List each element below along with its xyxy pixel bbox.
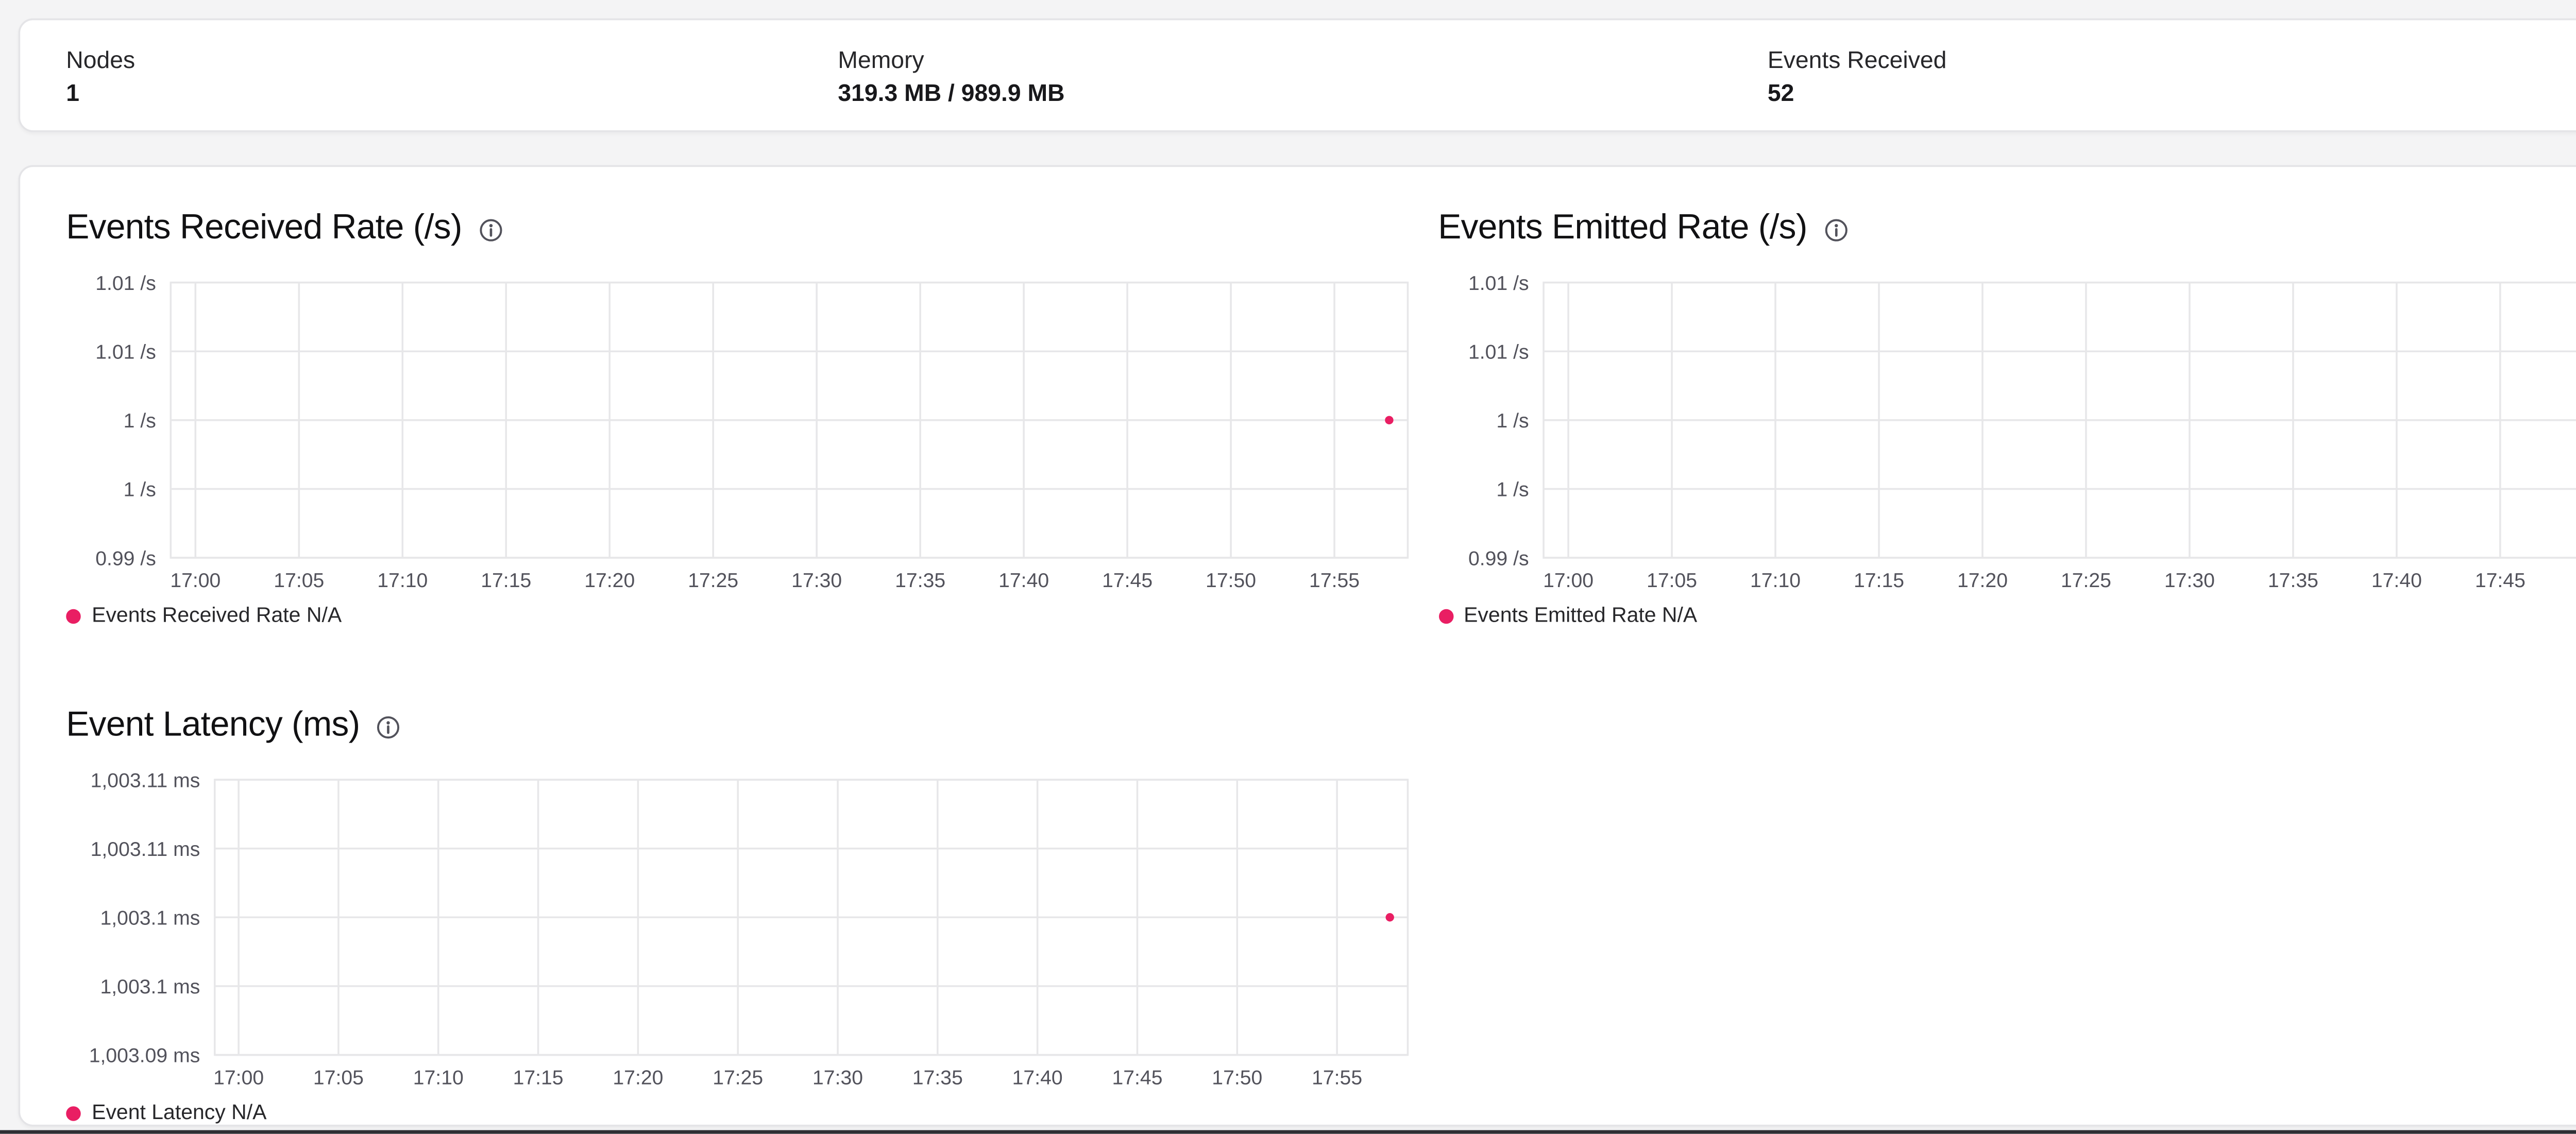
x-tick-label: 17:50 [1206, 570, 1256, 592]
legend-dot-icon [66, 609, 81, 624]
x-tick-label: 17:45 [1102, 570, 1153, 592]
x-tick-label: 17:00 [170, 570, 221, 592]
stat-memory: Memory 319.3 MB / 989.9 MB [838, 45, 1064, 106]
legend-label: Events Received Rate N/A [92, 605, 342, 628]
chart-header: Event Latency (ms) [66, 705, 1438, 749]
chart-title: Event Latency (ms) [66, 706, 360, 745]
plot-border [1541, 281, 2576, 559]
stat-label: Memory [838, 45, 924, 73]
y-tick-label: 1,003.1 ms [100, 976, 200, 998]
plot-border [214, 779, 1409, 1056]
x-tick-label: 17:05 [1646, 570, 1696, 592]
info-circle-icon[interactable] [479, 218, 502, 242]
legend-dot-icon [66, 1106, 81, 1121]
x-tick-label: 17:05 [313, 1067, 364, 1089]
x-tick-label: 17:35 [2267, 570, 2317, 592]
x-tick-label: 17:30 [791, 570, 842, 592]
info-circle-icon[interactable] [1824, 218, 1848, 242]
stat-value: 319.3 MB / 989.9 MB [838, 78, 1065, 106]
x-tick-label: 17:15 [513, 1067, 564, 1089]
legend-label: Event Latency N/A [92, 1103, 267, 1125]
y-tick-label: 1,003.1 ms [100, 907, 200, 930]
x-tick-label: 17:10 [413, 1067, 464, 1089]
x-tick-label: 17:40 [998, 570, 1049, 592]
x-tick-label: 17:35 [895, 570, 945, 592]
y-tick-label: 1,003.09 ms [89, 1045, 200, 1067]
y-tick-label: 1.01 /s [1467, 341, 1528, 363]
x-tick-label: 17:40 [2370, 570, 2421, 592]
chart-canvas[interactable]: 1.01 /s 1.01 /s 1 /s 1 /s 0.99 /s 17:00 17:05 1… [66, 272, 1410, 594]
stat-events-received: Events Received 52 [1768, 45, 1947, 106]
data-point [1385, 913, 1394, 922]
y-tick-label: 1,003.11 ms [91, 838, 200, 861]
y-tick-label: 1 /s [1496, 410, 1528, 432]
x-tick-label: 17:45 [2474, 570, 2524, 592]
x-tick-label: 17:30 [2163, 570, 2214, 592]
x-tick-label: 17:10 [377, 570, 428, 592]
chart-title: Events Emitted Rate (/s) [1438, 209, 1807, 248]
x-tick-label: 17:20 [1956, 570, 2007, 592]
chart-header: Events Emitted Rate (/s) [1438, 208, 2576, 252]
x-tick-label: 17:15 [481, 570, 531, 592]
y-tick-label: 1,003.11 ms [91, 769, 200, 792]
x-tick-label: 17:35 [912, 1067, 963, 1089]
stat-value: 52 [1767, 78, 1794, 106]
chart-event-latency: Event Latency (ms) 1,003.11 ms 1,003.11 m… [66, 705, 1438, 1125]
legend-dot-icon [1438, 609, 1453, 624]
chart-events-received-rate: Events Received Rate (/s) 1.01 /s 1.01 /s… [66, 208, 1438, 629]
chart-legend[interactable]: Events Received Rate N/A [66, 604, 1438, 629]
chart-header: Events Received Rate (/s) [66, 208, 1438, 252]
y-tick-label: 1 /s [124, 410, 156, 432]
y-tick-label: 1 /s [1496, 479, 1528, 501]
y-tick-label: 1.01 /s [1467, 272, 1528, 295]
stats-bar: Nodes 1 Memory 319.3 MB / 989.9 MB Event… [18, 18, 2576, 132]
x-tick-label: 17:10 [1749, 570, 1800, 592]
x-tick-label: 17:30 [812, 1067, 863, 1089]
chart-title: Events Received Rate (/s) [66, 209, 462, 248]
chart-canvas[interactable]: 1,003.11 ms 1,003.11 ms 1,003.1 ms 1,003.1 … [66, 769, 1410, 1091]
chart-events-emitted-rate: Events Emitted Rate (/s) 1.01 /s 1.01 /s 1… [1438, 208, 2576, 629]
y-tick-label: 1 /s [124, 479, 156, 501]
x-tick-label: 17:20 [584, 570, 635, 592]
stat-label: Nodes [66, 45, 135, 73]
chart-canvas[interactable]: 1.01 /s 1.01 /s 1 /s 1 /s 0.99 /s 17:00 17:05 1… [1438, 272, 2576, 594]
chart-legend[interactable]: Events Emitted Rate N/A [1438, 604, 2576, 629]
x-tick-label: 17:40 [1012, 1067, 1063, 1089]
x-tick-label: 17:00 [213, 1067, 264, 1089]
x-tick-label: 17:25 [2060, 570, 2110, 592]
x-tick-label: 17:00 [1542, 570, 1592, 592]
x-tick-label: 17:55 [1309, 570, 1360, 592]
x-tick-label: 17:45 [1112, 1067, 1162, 1089]
x-tick-label: 17:05 [274, 570, 324, 592]
x-tick-label: 17:25 [688, 570, 738, 592]
x-tick-label: 17:25 [713, 1067, 763, 1089]
y-tick-label: 1.01 /s [95, 341, 156, 363]
x-tick-label: 17:50 [1212, 1067, 1262, 1089]
stat-label: Events Received [1767, 45, 1947, 73]
stat-nodes: Nodes 1 [66, 45, 135, 106]
y-tick-label: 0.99 /s [95, 547, 156, 570]
charts-panel: Events Received Rate (/s) 1.01 /s 1.01 /s… [18, 165, 2576, 1127]
data-point [1385, 416, 1394, 425]
x-tick-label: 17:55 [1312, 1067, 1362, 1089]
stat-value: 1 [66, 78, 80, 106]
legend-label: Events Emitted Rate N/A [1464, 605, 1698, 628]
y-tick-label: 1.01 /s [95, 272, 156, 295]
y-tick-label: 0.99 /s [1467, 547, 1528, 570]
info-circle-icon[interactable] [377, 715, 400, 739]
bottom-edge [0, 1129, 2576, 1134]
plot-border [170, 281, 1409, 559]
chart-legend[interactable]: Event Latency N/A [66, 1101, 1438, 1125]
x-tick-label: 17:15 [1853, 570, 1903, 592]
empty-chart-slot [1438, 705, 2576, 1125]
x-tick-label: 17:20 [613, 1067, 663, 1089]
